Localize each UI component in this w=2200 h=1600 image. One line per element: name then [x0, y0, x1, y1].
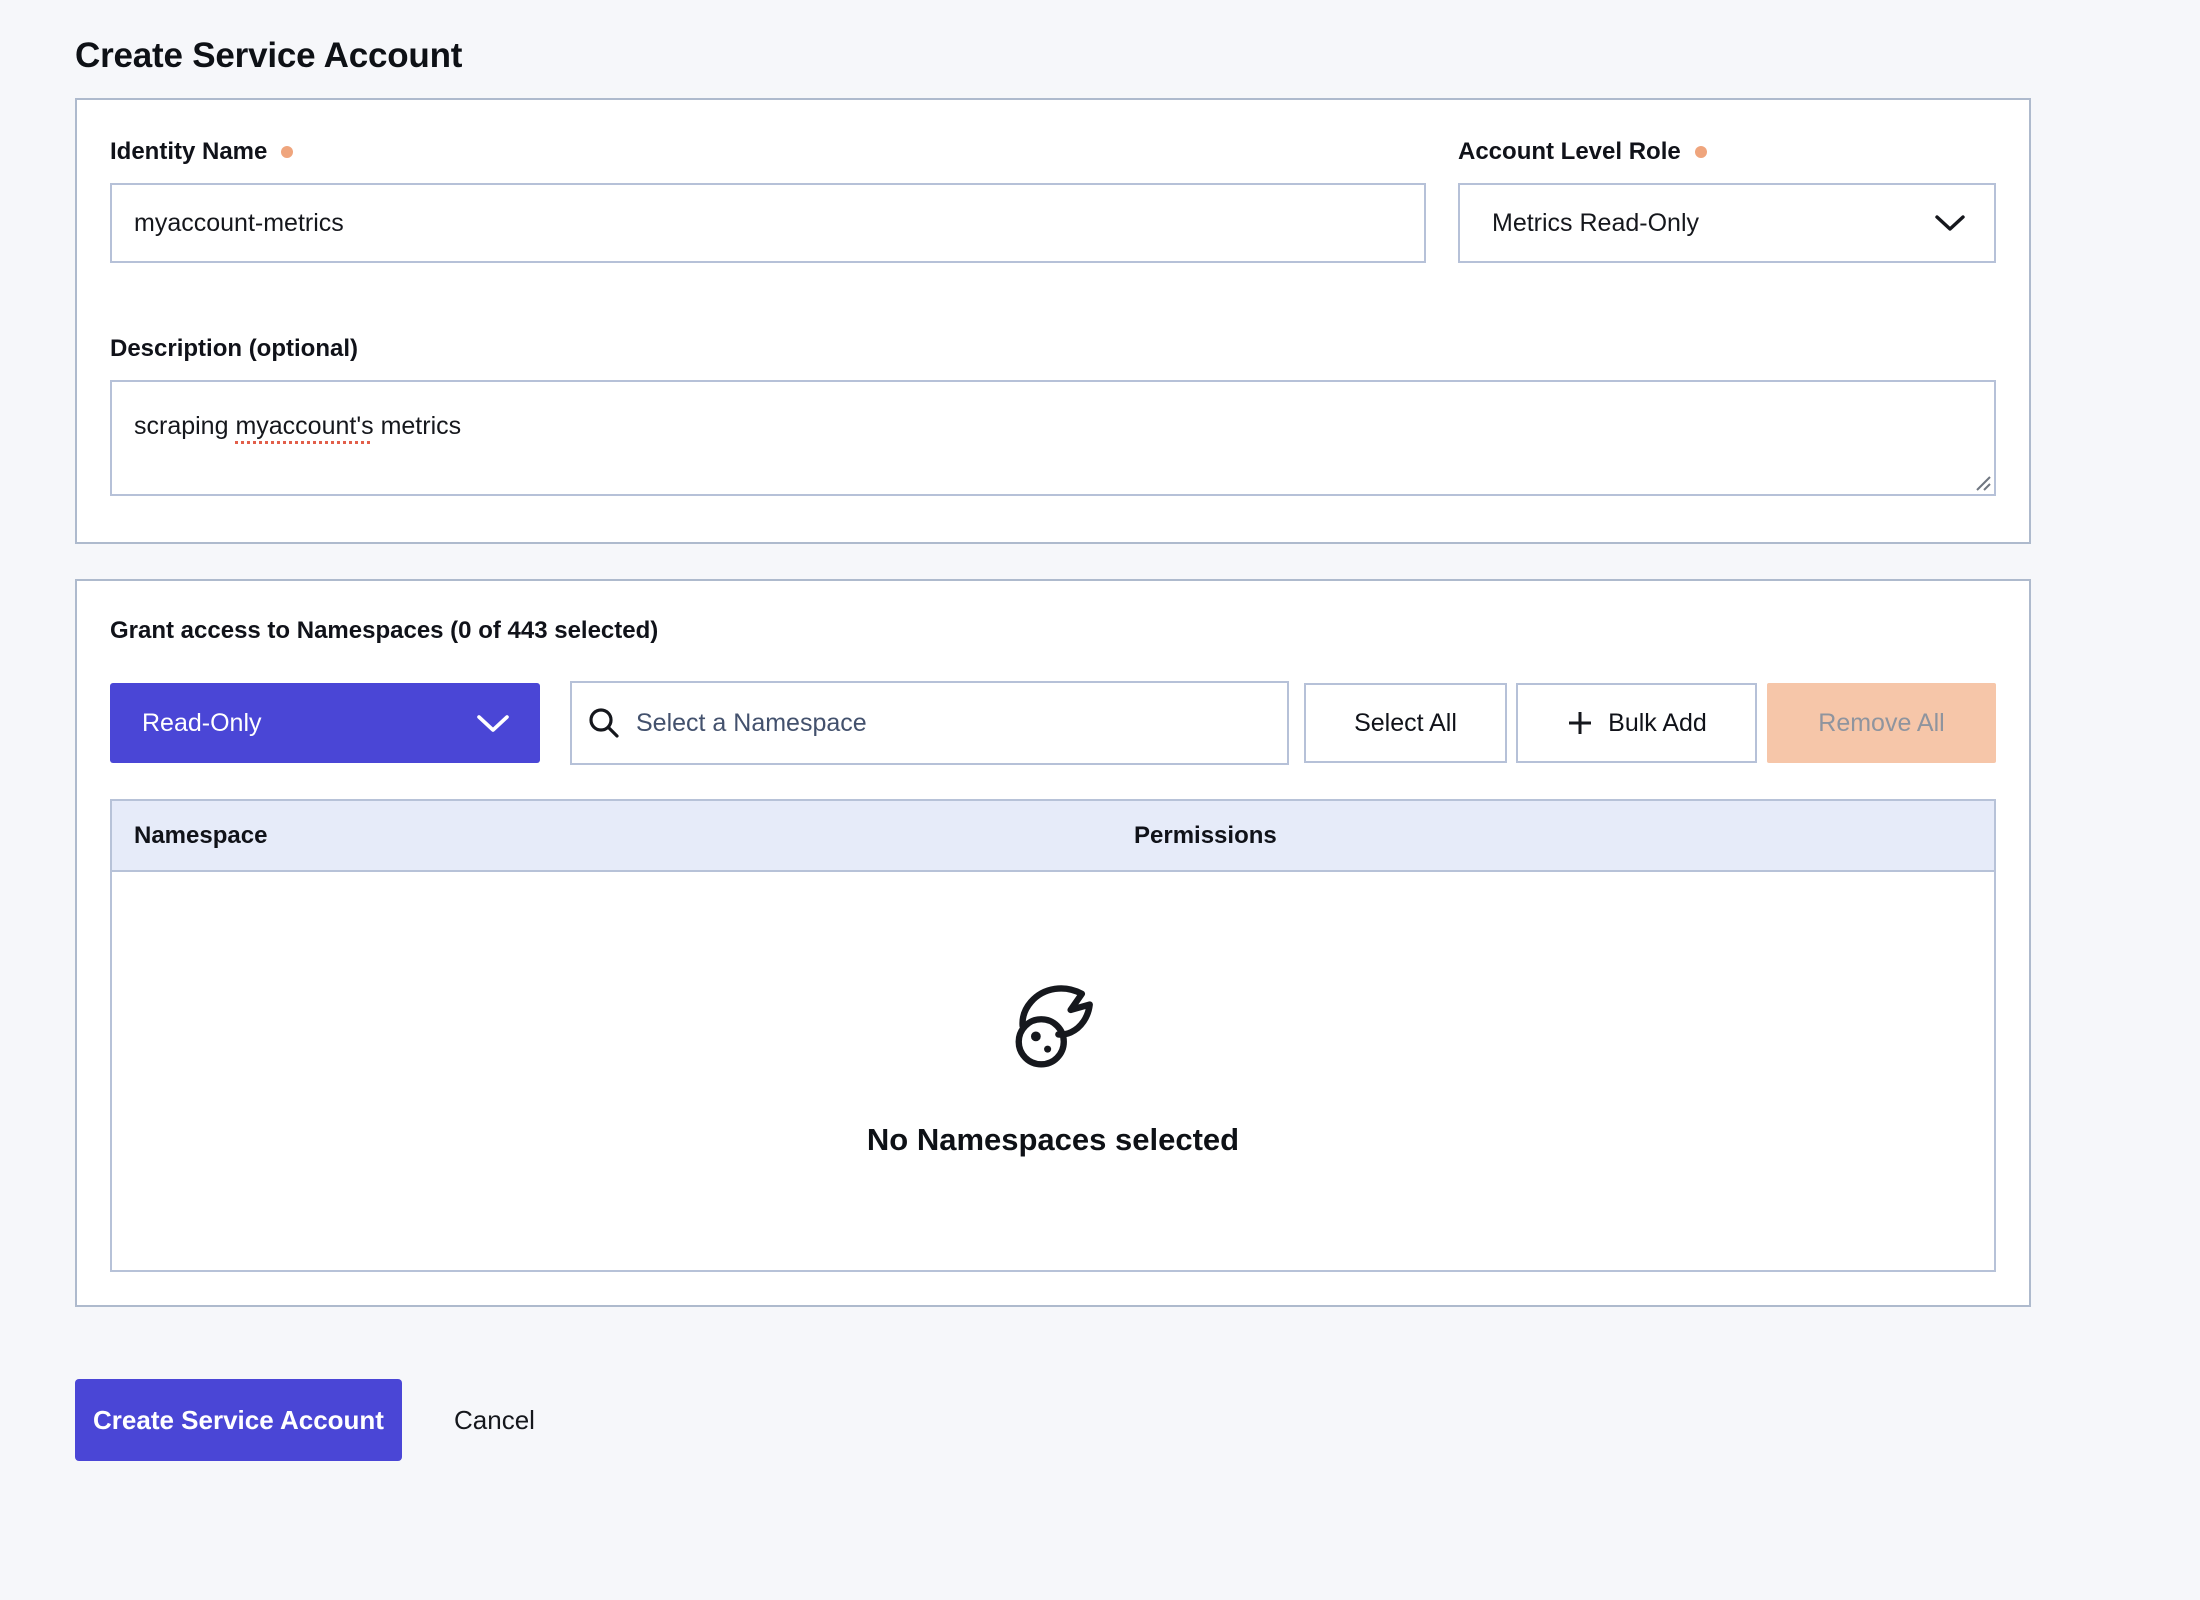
- bulk-add-button[interactable]: Bulk Add: [1516, 683, 1757, 763]
- namespaces-controls-row: Read-Only Select All: [110, 681, 1996, 765]
- account-level-role-label-text: Account Level Role: [1458, 138, 1681, 165]
- account-level-role-select[interactable]: Metrics Read-Only: [1458, 183, 1996, 263]
- page-title: Create Service Account: [75, 36, 463, 75]
- namespace-search-input[interactable]: [636, 708, 1267, 738]
- description-label: Description (optional): [110, 335, 1996, 363]
- select-all-button[interactable]: Select All: [1304, 683, 1507, 763]
- namespaces-table: Namespace Permissions No Namespaces sele…: [110, 799, 1996, 1272]
- resize-handle[interactable]: [1973, 473, 1991, 491]
- description-text: metrics: [373, 412, 462, 440]
- account-level-role-field-group: Account Level Role Metrics Read-Only: [1458, 138, 1996, 263]
- plus-icon: [1569, 712, 1592, 734]
- remove-all-button[interactable]: Remove All: [1767, 683, 1996, 763]
- cancel-button[interactable]: Cancel: [454, 1404, 535, 1435]
- create-service-account-button[interactable]: Create Service Account: [75, 1379, 402, 1461]
- bulk-add-label: Bulk Add: [1608, 708, 1707, 737]
- description-label-text: Description (optional): [110, 335, 358, 362]
- create-service-account-page: Create Service Account Identity Name Acc…: [75, 0, 2031, 1461]
- column-header-permissions: Permissions: [1134, 821, 1277, 849]
- comet-icon: [1015, 985, 1093, 1068]
- description-textarea[interactable]: scraping myaccount's metrics: [110, 380, 1996, 496]
- namespace-search-box: [570, 681, 1289, 765]
- required-dot-icon: [281, 146, 294, 158]
- remove-all-label: Remove All: [1818, 708, 1945, 737]
- chevron-down-icon: [1935, 215, 1965, 231]
- chevron-down-icon: [477, 714, 509, 732]
- column-header-namespace: Namespace: [134, 821, 268, 849]
- identity-name-field-group: Identity Name: [110, 138, 1426, 263]
- namespaces-table-body: No Namespaces selected: [112, 872, 1994, 1270]
- empty-state-message: No Namespaces selected: [866, 1122, 1240, 1157]
- description-text: scraping: [134, 412, 236, 440]
- namespaces-card: Grant access to Namespaces (0 of 443 sel…: [75, 579, 2031, 1307]
- permission-role-dropdown[interactable]: Read-Only: [110, 683, 540, 763]
- account-level-role-label: Account Level Role: [1458, 138, 1996, 166]
- description-misspelled-word: myaccount's: [235, 412, 374, 440]
- namespaces-table-header: Namespace Permissions: [112, 801, 1994, 872]
- namespaces-heading: Grant access to Namespaces (0 of 443 sel…: [110, 617, 659, 644]
- permission-role-value: Read-Only: [142, 708, 262, 737]
- select-all-label: Select All: [1354, 708, 1457, 737]
- identity-name-input[interactable]: [110, 183, 1426, 263]
- required-dot-icon: [1694, 146, 1707, 158]
- footer-actions: Create Service Account Cancel: [75, 1379, 2031, 1461]
- identity-name-label: Identity Name: [110, 138, 1426, 166]
- search-icon: [589, 708, 619, 738]
- description-field-group: Description (optional) scraping myaccoun…: [110, 335, 1996, 496]
- identity-name-label-text: Identity Name: [110, 138, 268, 165]
- identity-details-card: Identity Name Account Level Role Metrics…: [75, 98, 2031, 544]
- account-level-role-value: Metrics Read-Only: [1492, 208, 1699, 237]
